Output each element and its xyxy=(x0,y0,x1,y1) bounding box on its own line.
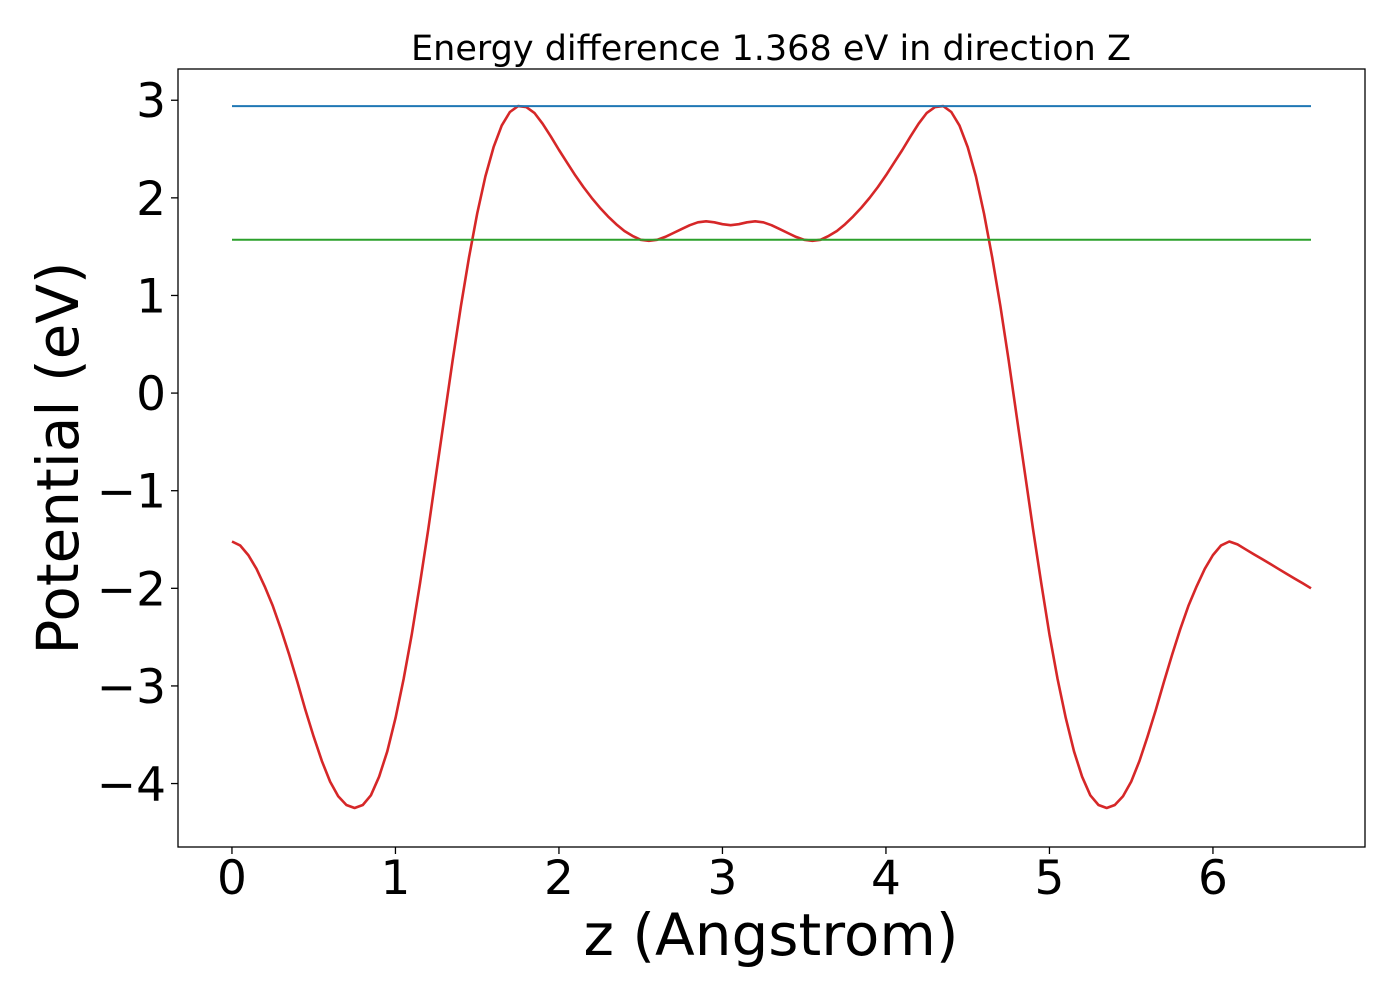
y-tick-label: −2 xyxy=(97,562,166,617)
y-tick-label: −4 xyxy=(97,758,166,813)
x-tick-label: 2 xyxy=(544,851,574,906)
y-axis-label: Potential (eV) xyxy=(24,261,92,654)
x-tick-label: 4 xyxy=(871,851,901,906)
plot-frame xyxy=(177,68,1366,848)
x-axis-label: z (Angstrom) xyxy=(584,901,959,969)
y-tick-label: −3 xyxy=(97,660,166,715)
series-line-0 xyxy=(231,104,1312,810)
y-tick-label: 3 xyxy=(136,74,166,129)
series-layer xyxy=(231,104,1312,810)
x-tick-label: 0 xyxy=(217,851,247,906)
y-tick-label: −1 xyxy=(97,465,166,520)
y-tick-label: 0 xyxy=(136,367,166,422)
x-ticks: 0 1 2 3 4 5 6 xyxy=(217,847,1228,906)
y-ticks: 3 2 1 0 −1 −2 −3 −4 xyxy=(97,74,178,813)
x-tick-label: 3 xyxy=(707,851,737,906)
y-tick-label: 2 xyxy=(136,172,166,227)
x-tick-label: 1 xyxy=(381,851,411,906)
x-tick-label: 6 xyxy=(1198,851,1228,906)
chart-title: Energy difference 1.368 eV in direction … xyxy=(411,29,1131,69)
y-tick-label: 1 xyxy=(136,269,166,324)
x-tick-label: 5 xyxy=(1034,851,1064,906)
